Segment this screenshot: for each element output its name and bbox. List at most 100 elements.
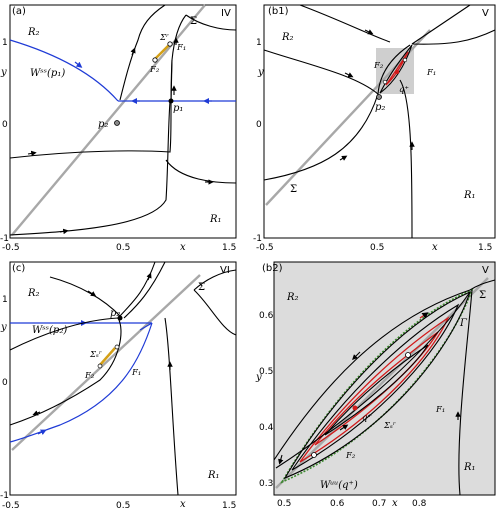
axis-x: x bbox=[392, 498, 398, 509]
inner-orbit bbox=[324, 344, 429, 436]
tick-x: 1.5 bbox=[222, 501, 236, 511]
trajectory bbox=[165, 159, 237, 184]
panel-b1-region-number: V bbox=[482, 8, 489, 19]
F1-point bbox=[402, 57, 408, 63]
tick-y: 0 bbox=[2, 120, 8, 130]
axis-y: y bbox=[0, 67, 7, 78]
label-F1: F₁ bbox=[435, 405, 445, 415]
arrow bbox=[419, 312, 429, 319]
trajectory bbox=[119, 4, 166, 101]
panel-c-frame bbox=[9, 261, 237, 496]
label-sigma-rs: Σₛʳ bbox=[383, 421, 396, 431]
sigma-line bbox=[265, 29, 431, 206]
tick-x: 0.5 bbox=[116, 243, 130, 253]
arrow bbox=[59, 228, 69, 235]
tick-x: 0.5 bbox=[277, 499, 291, 509]
q-plus-point bbox=[394, 69, 400, 75]
p2-point bbox=[114, 120, 120, 126]
label-p2: p₂ bbox=[375, 102, 385, 113]
tick-y: 0 bbox=[256, 120, 262, 130]
orbit bbox=[379, 44, 413, 94]
orbit bbox=[291, 303, 460, 471]
trajectory bbox=[299, 4, 391, 43]
panel-b2: (b2) V R₂ R₁ Σ Γ F₁ F₂ Σₛʳ q⁺ Wᵘᵘ(q⁺) y … bbox=[255, 261, 496, 509]
label-F2: F₂ bbox=[345, 451, 356, 461]
tick-x: -0.5 bbox=[2, 243, 20, 253]
tick-x: 0.7 bbox=[372, 499, 386, 509]
tick-y: 0 bbox=[2, 378, 8, 388]
tick-y: 1 bbox=[2, 38, 8, 48]
panel-b1-frame bbox=[263, 4, 496, 239]
trajectory bbox=[263, 93, 379, 181]
F2-point bbox=[152, 57, 158, 63]
red-orbit bbox=[299, 316, 450, 463]
trajectory bbox=[164, 317, 179, 496]
trajectory bbox=[273, 279, 496, 461]
tick-x: 0.8 bbox=[412, 499, 427, 509]
panel-a-region-number: IV bbox=[221, 8, 231, 19]
axis-x: x bbox=[180, 499, 186, 510]
label-q: q⁺ bbox=[362, 413, 372, 423]
red-orbit bbox=[385, 51, 409, 86]
blue-segment bbox=[139, 322, 153, 331]
label-F2: F₂ bbox=[84, 371, 95, 381]
trajectory bbox=[193, 269, 237, 291]
trajectory bbox=[275, 291, 471, 469]
sliding-segment bbox=[99, 347, 116, 366]
p2-point bbox=[117, 315, 123, 321]
trajectory bbox=[458, 289, 473, 496]
tick-x: 0.6 bbox=[330, 499, 345, 509]
tick-x: 1.5 bbox=[478, 243, 492, 253]
tick-x: 1.5 bbox=[222, 243, 236, 253]
arrow bbox=[87, 290, 97, 297]
tick-y: 0.5 bbox=[259, 367, 273, 377]
label-F1: F₁ bbox=[131, 368, 141, 378]
trajectory bbox=[411, 29, 496, 45]
panel-a-frame bbox=[9, 4, 237, 239]
label-F1: F₁ bbox=[176, 43, 186, 53]
strong-stable-manifold bbox=[9, 39, 119, 102]
arrow bbox=[339, 155, 348, 161]
tick-y: 0.3 bbox=[259, 479, 273, 489]
blue-arrow bbox=[74, 61, 83, 68]
arrow bbox=[278, 454, 284, 465]
sigma-line bbox=[11, 4, 206, 236]
label-sigma: Σ bbox=[190, 16, 197, 27]
trajectory bbox=[411, 4, 471, 45]
panel-c: (c) VI R₂ R₁ Σ Σₛʳ F₁ F₂ p₂ Wˢˢ(p₂) y x … bbox=[0, 261, 237, 511]
label-sigma: Σ bbox=[479, 290, 486, 301]
label-R1: R₁ bbox=[207, 470, 220, 481]
label-sigma-r: Σʳ bbox=[159, 33, 169, 43]
sigma-line bbox=[11, 274, 201, 451]
blue-arrow bbox=[37, 429, 47, 436]
arrow bbox=[32, 410, 41, 416]
label-R2: R₂ bbox=[27, 27, 40, 38]
F2-point bbox=[311, 452, 317, 458]
label-R1: R₁ bbox=[463, 462, 476, 473]
label-p1: p₁ bbox=[173, 103, 183, 114]
panel-a-tag: (a) bbox=[12, 6, 26, 17]
tick-x: 0.5 bbox=[370, 243, 384, 253]
arrow bbox=[364, 29, 374, 35]
arrow bbox=[130, 47, 136, 56]
tick-x: 0.5 bbox=[116, 501, 130, 511]
label-Wuu: Wᵘᵘ(q⁺) bbox=[320, 480, 358, 491]
trajectory bbox=[119, 261, 156, 317]
axis-x: x bbox=[432, 242, 438, 253]
label-sigma-rs: Σₛʳ bbox=[89, 350, 102, 360]
label-R1: R₁ bbox=[463, 190, 476, 201]
trajectory bbox=[9, 100, 171, 236]
F1-point bbox=[167, 41, 173, 47]
label-Wss: Wˢˢ(p₂) bbox=[32, 325, 67, 336]
blue-curve bbox=[9, 322, 153, 443]
label-gamma: Γ bbox=[459, 318, 468, 329]
label-R2: R₂ bbox=[281, 32, 294, 43]
tick-y: -1 bbox=[0, 234, 9, 244]
panel-b1-tag: (b1) bbox=[268, 6, 289, 17]
tick-y: 1 bbox=[256, 38, 262, 48]
sliding-segment bbox=[153, 43, 171, 61]
axis-y: y bbox=[255, 372, 262, 383]
trajectory bbox=[193, 289, 237, 336]
arrow bbox=[344, 72, 354, 78]
